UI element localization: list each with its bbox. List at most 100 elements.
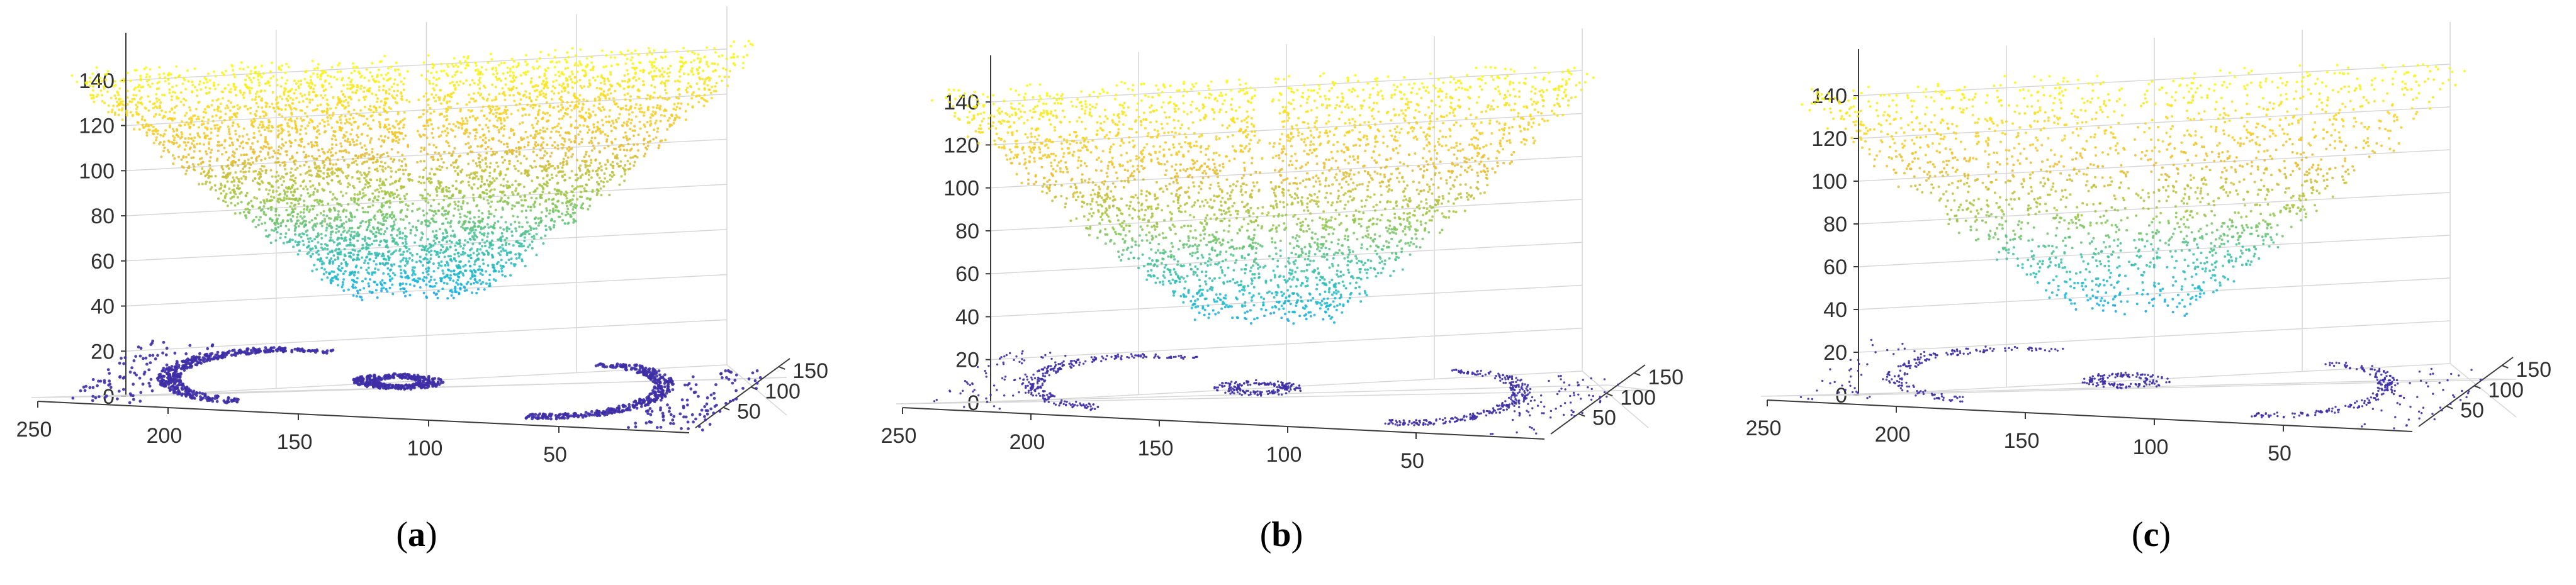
scatter-point [367, 252, 370, 255]
scatter-point [512, 132, 515, 135]
scatter-point [624, 172, 627, 176]
scatter-point [491, 264, 494, 267]
projection-point [629, 367, 633, 371]
scatter-point [507, 251, 510, 254]
scatter-point [514, 167, 517, 170]
scatter-point [382, 197, 385, 199]
projection-point [684, 415, 688, 419]
scatter-point [294, 240, 297, 243]
scatter-point [593, 136, 597, 140]
projection-point [181, 387, 184, 391]
scatter-point [472, 128, 475, 131]
scatter-point [502, 134, 505, 137]
scatter-point [505, 261, 508, 264]
scatter-point [481, 238, 484, 242]
scatter-point [540, 193, 543, 196]
scatter-point [382, 220, 385, 222]
projection-point [352, 379, 356, 382]
scatter-point [400, 185, 403, 188]
scatter-point [409, 228, 412, 231]
scatter-point [244, 194, 247, 197]
scatter-point [340, 262, 343, 265]
scatter-point [456, 242, 459, 245]
scatter-point [399, 275, 402, 278]
scatter-point [446, 231, 449, 234]
projection-point [175, 360, 179, 363]
scatter-point [323, 247, 327, 250]
scatter-point [334, 138, 337, 142]
projection-point [205, 359, 208, 363]
scatter-point [356, 239, 359, 242]
projection-point [728, 399, 732, 403]
projection-point [734, 373, 738, 377]
scatter-point [574, 136, 577, 140]
projection-point [184, 352, 188, 355]
projection-point [128, 401, 132, 404]
scatter-point [573, 188, 576, 191]
scatter-point [317, 253, 320, 256]
scatter-point [233, 212, 237, 215]
scatter-point [493, 269, 496, 272]
scatter-point [522, 186, 526, 188]
scatter-point [539, 128, 542, 131]
scatter-point [432, 214, 435, 217]
scatter-point [277, 226, 280, 229]
scatter-point [567, 131, 570, 134]
scatter-point [535, 197, 538, 200]
scatter-point [425, 177, 429, 181]
scatter-point [356, 202, 359, 205]
scatter-point [605, 138, 609, 141]
scatter-point [458, 272, 461, 275]
scatter-point [289, 171, 292, 174]
projection-point [747, 377, 751, 381]
scatter-point [332, 260, 334, 263]
projection-point [659, 398, 663, 402]
scatter-point [567, 221, 570, 225]
projection-point [91, 378, 95, 381]
scatter-point [365, 269, 368, 272]
scatter-point [436, 296, 439, 299]
projection-point [653, 372, 656, 376]
scatter-point [599, 162, 602, 165]
scatter-point [237, 184, 240, 187]
projection-point [149, 377, 153, 381]
scatter-point [301, 217, 304, 220]
scatter-point [368, 182, 371, 184]
scatter-point [381, 183, 384, 186]
scatter-point [487, 251, 490, 254]
projection-point [705, 402, 709, 406]
scatter-point [313, 264, 316, 267]
scatter-point [383, 184, 386, 187]
scatter-point [171, 128, 174, 131]
projection-point [371, 378, 375, 382]
scatter-point [585, 150, 588, 153]
scatter-point [577, 177, 580, 180]
scatter-point [451, 184, 454, 187]
scatter-point [369, 178, 372, 181]
scatter-point [320, 237, 323, 240]
scatter-point [478, 209, 480, 212]
projection-point [392, 376, 396, 379]
scatter-point [518, 153, 521, 156]
scatter-point [431, 217, 434, 220]
projection-point [406, 373, 410, 376]
scatter-point [328, 208, 331, 211]
scatter-point [414, 234, 417, 237]
scatter-point [565, 197, 568, 200]
projection-point [145, 362, 149, 366]
scatter-point [385, 244, 388, 247]
scatter-point [473, 274, 476, 277]
scatter-point [584, 160, 587, 162]
scatter-point [570, 123, 573, 126]
scatter-point [200, 162, 203, 165]
scatter-point [402, 231, 405, 235]
scatter-point [582, 124, 585, 127]
scatter-point [331, 173, 334, 176]
scatter-point [439, 279, 442, 282]
scatter-point [532, 235, 536, 238]
scatter-point [528, 243, 531, 247]
scatter-point [335, 163, 338, 166]
scatter-point [381, 284, 384, 287]
scatter-point [516, 160, 519, 162]
scatter-point [483, 245, 487, 248]
